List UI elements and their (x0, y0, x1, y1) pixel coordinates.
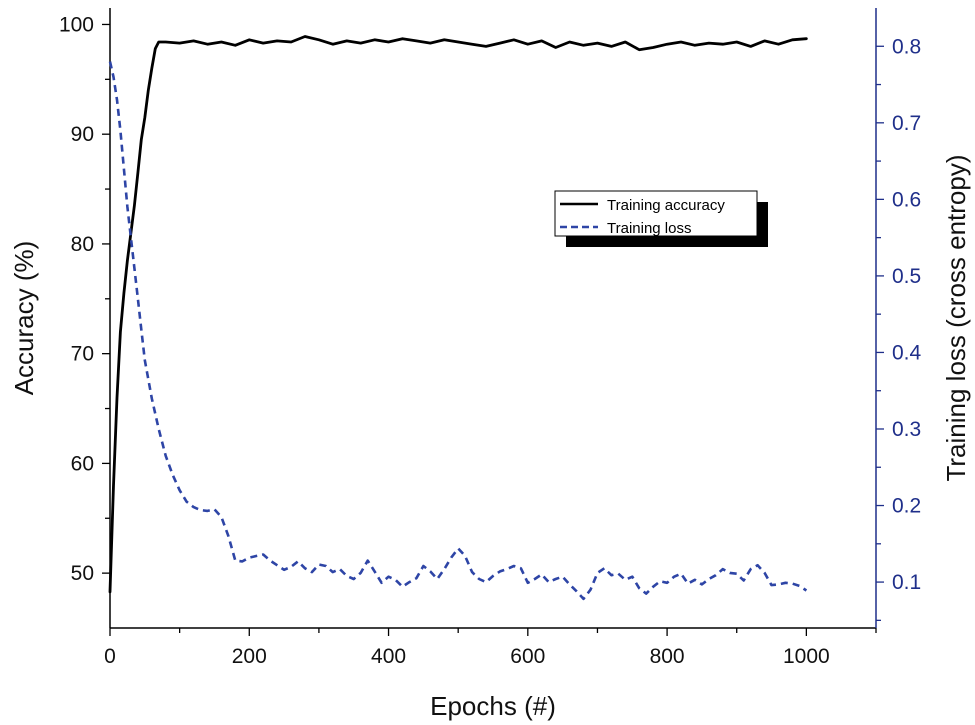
y-left-tick-label: 90 (71, 123, 94, 146)
y-left-tick-label: 80 (71, 233, 94, 256)
y-right-axis-title: Training loss (cross entropy) (941, 154, 971, 481)
y-right-tick-label: 0.2 (892, 495, 921, 518)
x-tick-label: 200 (232, 645, 267, 668)
series-training-accuracy-line (108, 35, 808, 594)
series-layer (108, 35, 808, 601)
legend: Training accuracy Training loss (554, 190, 768, 247)
series-training-loss-line (108, 61, 808, 601)
x-tick-label: 1000 (783, 645, 830, 668)
y-right-tick-label: 0.3 (892, 418, 921, 441)
x-tick-label: 800 (650, 645, 685, 668)
x-tick-label: 600 (510, 645, 545, 668)
x-tick-label: 0 (104, 645, 116, 668)
y-left-axis-title: Accuracy (%) (9, 241, 39, 396)
y-right-tick-label: 0.7 (892, 112, 921, 135)
y-right-tick-label: 0.6 (892, 188, 921, 211)
x-tick-label: 400 (371, 645, 406, 668)
legend-box (554, 190, 758, 237)
legend-loss-label: Training loss (607, 220, 691, 237)
y-right-tick-label: 0.5 (892, 265, 921, 288)
y-right-tick-label: 0.1 (892, 571, 921, 594)
y-left-tick-label: 100 (59, 13, 94, 36)
y-right-tick-label: 0.8 (892, 35, 921, 58)
y-left-tick-label: 50 (71, 562, 94, 585)
y-right-tick-label: 0.4 (892, 341, 922, 364)
legend-accuracy-label: Training accuracy (607, 197, 725, 214)
x-axis-title: Epochs (#) (430, 691, 556, 721)
axes-layer: 0 200 400 600 800 1000 50 60 70 80 90 100 0.1 0.2 0.3 0… (9, 8, 971, 721)
y-left-tick-label: 60 (71, 452, 94, 475)
y-left-tick-label: 70 (71, 343, 94, 366)
